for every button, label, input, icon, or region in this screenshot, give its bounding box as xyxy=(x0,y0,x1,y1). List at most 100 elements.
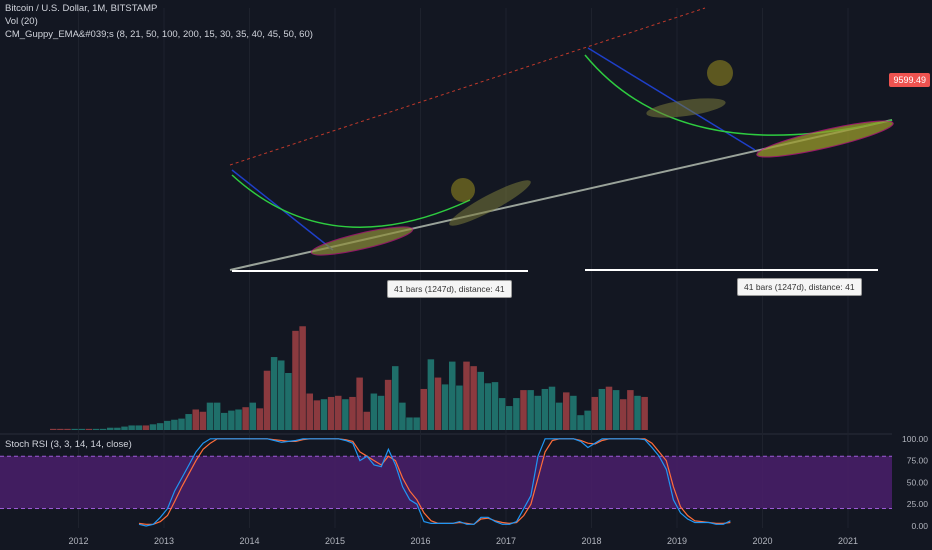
volume-bar xyxy=(577,415,584,430)
volume-bar xyxy=(57,428,64,430)
volume-bar xyxy=(142,425,150,430)
volume-bar xyxy=(406,417,413,430)
stoch-rsi-legend: Stoch RSI (3, 3, 14, 14, close) xyxy=(5,439,132,450)
time-axis-label: 2013 xyxy=(154,536,174,546)
volume-bar xyxy=(356,377,363,430)
green-arc-1 xyxy=(231,174,471,228)
accumulation-ellipse-2 xyxy=(449,180,531,226)
time-axis-label: 2018 xyxy=(581,536,601,546)
volume-bar xyxy=(185,414,192,430)
guppy-ema-legend: CM_Guppy_EMA&#039;s (8, 21, 50, 100, 200… xyxy=(5,29,313,40)
last-price-tag: 9599.49 xyxy=(889,73,930,87)
volume-bar xyxy=(605,386,613,430)
volume-bar xyxy=(541,388,549,430)
rsi-axis-label: 75.00 xyxy=(907,456,929,466)
volume-bar xyxy=(306,393,313,430)
volume-bar xyxy=(64,428,71,430)
volume-bar xyxy=(156,423,164,430)
stoch-rsi-k-line xyxy=(138,438,731,527)
volume-bar xyxy=(527,390,534,430)
volume-bar xyxy=(114,427,121,430)
volume-bar xyxy=(555,402,563,430)
volume-bar xyxy=(498,398,506,430)
accumulation-ellipse-1 xyxy=(310,226,414,256)
ruler-label-1[interactable]: 41 bars (1247d), distance: 41 xyxy=(387,280,512,298)
volume-bar xyxy=(441,384,449,430)
volume-bar xyxy=(292,330,299,430)
volume-bar xyxy=(392,366,399,430)
volume-bar xyxy=(285,373,292,430)
volume-bar xyxy=(506,406,513,430)
time-axis-label: 2014 xyxy=(239,536,259,546)
ruler-label-2[interactable]: 41 bars (1247d), distance: 41 xyxy=(737,278,862,296)
volume-bar xyxy=(491,382,499,430)
volume-bar xyxy=(449,361,456,430)
volume-bar xyxy=(627,390,634,430)
volume-bar xyxy=(171,419,178,430)
volume-bar xyxy=(178,418,185,430)
volume-bar xyxy=(434,377,442,430)
volume-bar xyxy=(591,396,598,430)
volume-bar xyxy=(427,359,435,430)
volume-bar xyxy=(413,417,420,430)
volume-bar xyxy=(363,411,370,430)
volume-bar xyxy=(85,428,93,430)
volume-bar xyxy=(563,392,570,430)
volume-bar xyxy=(270,357,278,430)
volume-bar xyxy=(235,409,242,430)
volume-bar xyxy=(612,390,620,430)
volume-bar xyxy=(534,395,541,430)
volume-bar xyxy=(420,388,427,430)
time-axis-label: 2016 xyxy=(410,536,430,546)
volume-bar xyxy=(164,420,171,430)
volume-bar xyxy=(456,385,463,430)
volume-bar xyxy=(384,379,392,430)
time-axis-label: 2012 xyxy=(68,536,88,546)
volume-bar xyxy=(399,402,406,430)
volume-bar xyxy=(313,400,321,430)
volume-bar xyxy=(299,326,306,430)
rsi-axis-label: 0.00 xyxy=(911,521,928,531)
rsi-axis-label: 50.00 xyxy=(907,477,929,487)
volume-bar xyxy=(263,370,271,430)
volume-bar xyxy=(641,396,648,430)
volume-bar xyxy=(249,402,256,430)
volume-bar xyxy=(121,426,128,430)
volume-bar xyxy=(149,424,157,430)
volume-bar xyxy=(192,409,199,430)
volume-bar xyxy=(463,361,470,430)
time-axis-label: 2020 xyxy=(752,536,772,546)
accumulation-ellipse-3 xyxy=(646,98,726,118)
volume-legend: Vol (20) xyxy=(5,16,38,27)
volume-bar xyxy=(570,395,577,430)
volume-bar xyxy=(206,402,214,430)
time-axis-label: 2017 xyxy=(496,536,516,546)
chart-title: Bitcoin / U.S. Dollar, 1M, BITSTAMP xyxy=(5,3,158,14)
volume-bar xyxy=(78,428,85,430)
volume-bar xyxy=(99,428,107,430)
volume-bar xyxy=(335,395,342,430)
volume-bar xyxy=(92,428,100,430)
blue-downtrend-2 xyxy=(587,47,756,151)
volume-bar xyxy=(320,399,328,430)
volume-bar xyxy=(349,396,356,430)
volume-bar xyxy=(128,425,135,430)
stoch-rsi-band xyxy=(0,456,892,509)
volume-bar xyxy=(228,410,235,430)
dashed-trendline xyxy=(229,7,706,166)
volume-bar xyxy=(584,410,591,430)
volume-bar xyxy=(50,428,57,430)
volume-bar xyxy=(107,427,114,430)
volume-bar xyxy=(256,408,264,430)
time-axis-label: 2019 xyxy=(667,536,687,546)
volume-bar xyxy=(520,390,527,430)
volume-bar xyxy=(484,383,492,430)
volume-bar xyxy=(477,371,484,430)
volume-bar xyxy=(213,402,221,430)
volume-bar xyxy=(513,398,520,430)
highlight-circle-1 xyxy=(451,178,475,202)
volume-bar xyxy=(242,407,249,430)
volume-bar xyxy=(199,411,207,430)
volume-bar xyxy=(470,366,477,430)
